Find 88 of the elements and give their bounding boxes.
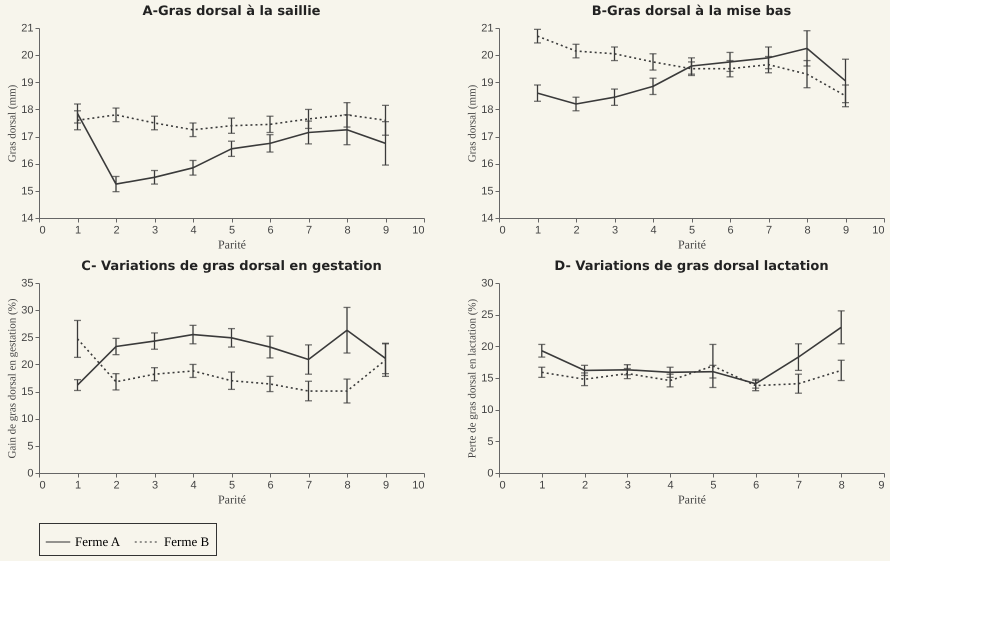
x-tick-label: 7 bbox=[796, 480, 802, 492]
x-tick-label: 1 bbox=[74, 224, 82, 236]
legend-label: Ferme B bbox=[164, 534, 210, 549]
x-tick-label: 0 bbox=[40, 224, 46, 236]
x-tick-label: 10 bbox=[412, 480, 424, 492]
x-tick-label: 6 bbox=[267, 480, 274, 492]
x-tick-label: 9 bbox=[878, 480, 884, 492]
x-tick-label: 5 bbox=[710, 480, 716, 492]
y-axis-title: Perte de gras dorsal en lactation (%) bbox=[466, 298, 478, 458]
y-tick-label: 15 bbox=[481, 372, 494, 384]
x-tick-label: 3 bbox=[624, 480, 631, 492]
y-tick-label: 0 bbox=[487, 468, 494, 480]
y-tick-label: 15 bbox=[21, 386, 34, 398]
y-axis-title: Gras dorsal (mm) bbox=[6, 84, 18, 162]
x-tick-label: 7 bbox=[306, 480, 312, 492]
x-axis-title: Parité bbox=[678, 492, 706, 506]
x-tick-label: 4 bbox=[650, 224, 657, 236]
x-tick-label: 5 bbox=[688, 224, 696, 236]
x-tick-label: 4 bbox=[190, 224, 197, 236]
x-tick-label: 7 bbox=[306, 224, 312, 236]
y-tick-label: 15 bbox=[481, 185, 494, 198]
x-tick-label: 3 bbox=[152, 224, 158, 236]
x-axis-title: Parité bbox=[678, 238, 706, 252]
y-tick-label: 15 bbox=[21, 185, 34, 198]
y-tick-label: 35 bbox=[21, 278, 34, 290]
y-tick-label: 18 bbox=[21, 104, 34, 116]
y-tick-label: 30 bbox=[21, 304, 34, 317]
x-tick-label: 0 bbox=[500, 224, 506, 236]
x-tick-label: 10 bbox=[872, 224, 884, 236]
y-tick-label: 20 bbox=[21, 358, 34, 371]
y-tick-label: 18 bbox=[481, 104, 494, 116]
y-tick-label: 20 bbox=[21, 50, 34, 62]
x-axis-title: Parité bbox=[218, 238, 246, 252]
x-tick-label: 6 bbox=[727, 224, 734, 236]
x-tick-label: 2 bbox=[573, 224, 580, 236]
y-tick-label: 5 bbox=[27, 440, 34, 452]
y-axis-title: Gras dorsal (mm) bbox=[466, 84, 478, 162]
x-tick-label: 5 bbox=[228, 224, 236, 236]
x-tick-label: 4 bbox=[668, 480, 674, 492]
x-tick-label: 9 bbox=[842, 224, 850, 236]
y-tick-label: 14 bbox=[481, 212, 494, 224]
y-tick-label: 19 bbox=[481, 76, 494, 89]
x-tick-label: 1 bbox=[539, 480, 546, 492]
x-tick-label: 4 bbox=[190, 480, 197, 492]
x-tick-label: 8 bbox=[344, 480, 351, 492]
chart-title: C- Variations de gras dorsal en gestation bbox=[81, 259, 382, 274]
x-tick-label: 1 bbox=[534, 224, 542, 236]
x-tick-label: 6 bbox=[267, 224, 274, 236]
legend-label: Ferme A bbox=[75, 534, 121, 549]
y-tick-label: 21 bbox=[21, 22, 34, 34]
x-axis-title: Parité bbox=[218, 492, 246, 506]
y-tick-label: 30 bbox=[481, 278, 494, 290]
y-tick-label: 5 bbox=[487, 436, 494, 448]
chart-title: A-Gras dorsal à la saillie bbox=[142, 4, 321, 19]
x-tick-label: 2 bbox=[113, 480, 120, 492]
x-tick-label: 9 bbox=[382, 224, 390, 236]
y-tick-label: 17 bbox=[481, 131, 494, 144]
x-tick-label: 3 bbox=[612, 224, 618, 236]
y-tick-label: 0 bbox=[27, 468, 34, 480]
x-tick-label: 3 bbox=[152, 480, 158, 492]
y-tick-label: 25 bbox=[481, 309, 494, 322]
chart-title: B-Gras dorsal à la mise bas bbox=[592, 4, 792, 19]
x-tick-label: 7 bbox=[766, 224, 772, 236]
x-tick-label: 8 bbox=[838, 480, 845, 492]
x-tick-label: 1 bbox=[74, 480, 82, 492]
x-tick-label: 8 bbox=[344, 224, 351, 236]
y-tick-label: 21 bbox=[481, 22, 494, 34]
x-tick-label: 0 bbox=[40, 480, 46, 492]
x-tick-label: 8 bbox=[804, 224, 811, 236]
y-tick-label: 10 bbox=[481, 404, 494, 416]
x-tick-label: 10 bbox=[412, 224, 424, 236]
y-tick-label: 10 bbox=[21, 413, 34, 426]
y-tick-label: 16 bbox=[481, 158, 494, 170]
x-tick-label: 2 bbox=[113, 224, 120, 236]
y-tick-label: 17 bbox=[21, 131, 34, 144]
y-tick-label: 19 bbox=[21, 76, 34, 89]
y-tick-label: 20 bbox=[481, 50, 494, 62]
x-tick-label: 2 bbox=[582, 480, 588, 492]
chart-title: D- Variations de gras dorsal lactation bbox=[554, 259, 829, 274]
x-tick-label: 5 bbox=[228, 480, 236, 492]
y-tick-label: 16 bbox=[21, 158, 34, 170]
y-tick-label: 14 bbox=[21, 212, 34, 224]
x-tick-label: 6 bbox=[753, 480, 760, 492]
y-axis-title: Gain de gras dorsal en gestation (%) bbox=[6, 298, 18, 459]
y-tick-label: 25 bbox=[21, 332, 34, 344]
x-tick-label: 0 bbox=[500, 480, 506, 492]
y-tick-label: 20 bbox=[481, 340, 494, 353]
x-tick-label: 9 bbox=[382, 480, 390, 492]
